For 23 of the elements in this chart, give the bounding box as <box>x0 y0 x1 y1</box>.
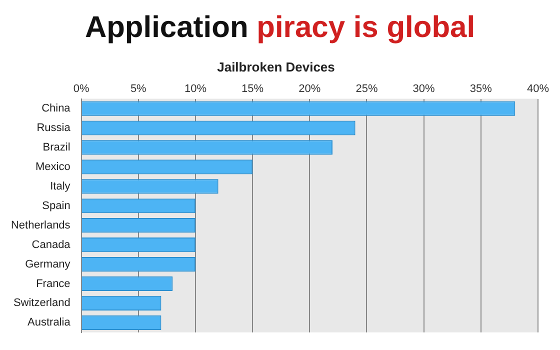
y-tick-label: Australia <box>28 316 72 329</box>
y-tick-label: Netherlands <box>10 219 71 232</box>
y-tick-label: China <box>42 102 72 115</box>
y-tick-label: Russia <box>36 122 72 134</box>
y-tick-label: Spain <box>42 200 70 212</box>
x-tick-label: 40% <box>526 83 550 96</box>
y-tick-label: Canada <box>32 238 72 251</box>
x-tick-label: 0% <box>73 83 90 96</box>
x-tick-label: 15% <box>242 83 264 96</box>
y-tick-label: Mexico <box>35 160 70 173</box>
y-tick-label: France <box>36 278 70 290</box>
x-tick-label: 10% <box>184 83 207 96</box>
x-tick-label: 5% <box>130 83 147 96</box>
y-tick-label: Switzerland <box>13 297 70 310</box>
y-tick-label: Brazil <box>42 142 70 154</box>
y-tick-label: Italy <box>50 180 71 192</box>
x-tick-label: 20% <box>298 83 321 96</box>
chart-subtitle: Jailbroken Devices <box>217 59 335 74</box>
chart-title: Application piracy is global <box>84 11 476 44</box>
x-tick-label: 25% <box>356 83 378 96</box>
y-tick-label: Germany <box>25 258 71 270</box>
x-tick-label: 30% <box>412 83 436 96</box>
x-tick-label: 35% <box>470 83 492 96</box>
